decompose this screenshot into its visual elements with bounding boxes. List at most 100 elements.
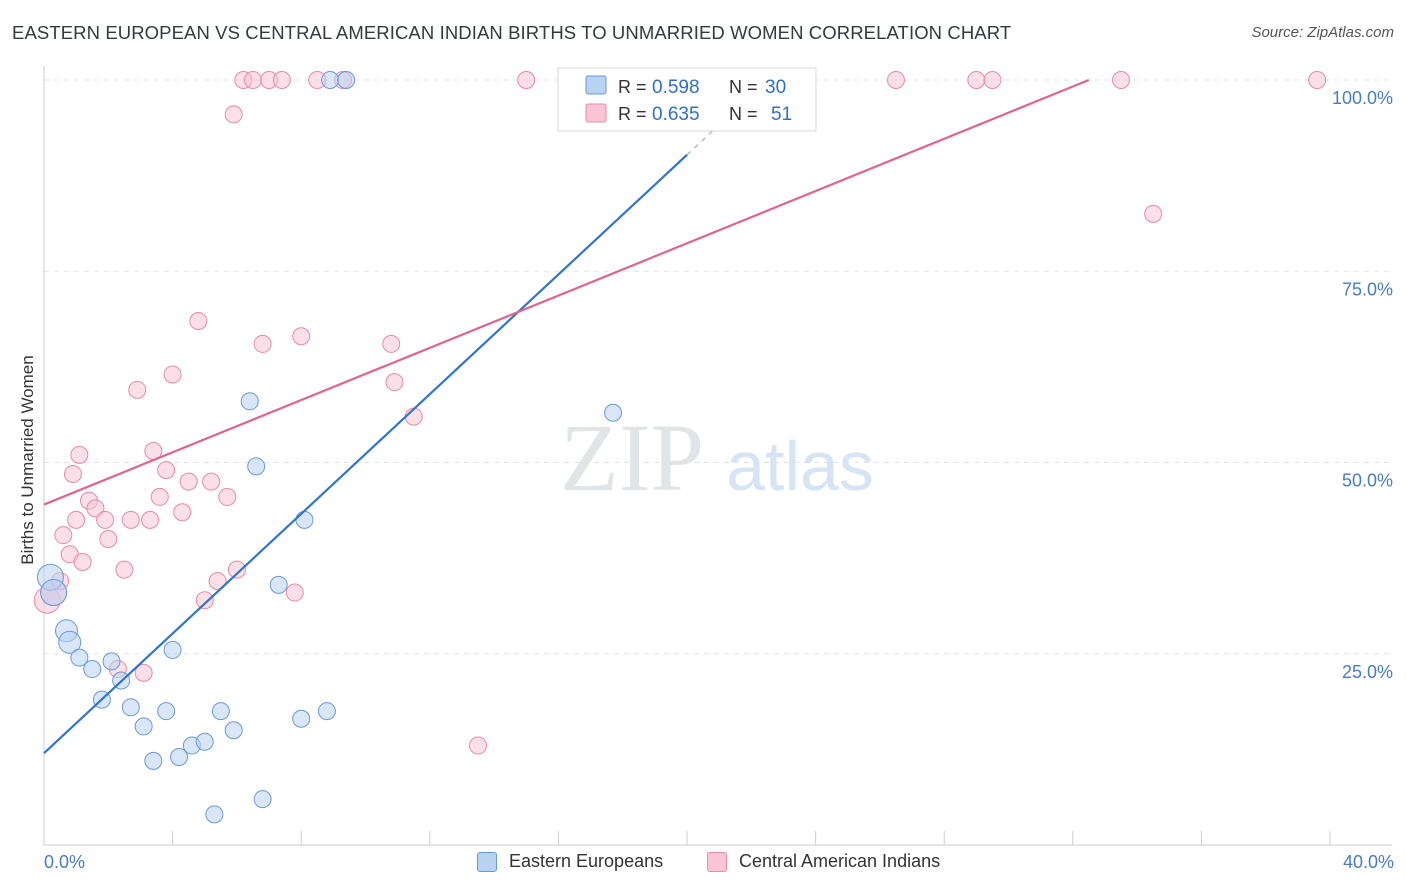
cai-point bbox=[70, 445, 89, 464]
cai-point bbox=[404, 407, 423, 426]
cai-point bbox=[292, 327, 311, 346]
cai-point bbox=[54, 526, 73, 545]
cai-point bbox=[1308, 71, 1327, 89]
cai-point bbox=[886, 71, 905, 89]
cai-point bbox=[224, 105, 243, 124]
legend-swatch-pink bbox=[585, 103, 607, 123]
legend-swatch-central-american-indians bbox=[707, 851, 727, 872]
x-tick-label-min: 0.0% bbox=[44, 852, 86, 872]
ee-point bbox=[604, 403, 623, 422]
eastern-europeans-points bbox=[36, 71, 623, 824]
cai-point bbox=[218, 487, 237, 506]
cai-point bbox=[150, 487, 169, 506]
ee-point bbox=[321, 71, 340, 89]
ee-point bbox=[195, 732, 214, 751]
ee-point bbox=[269, 575, 288, 594]
cai-point bbox=[67, 510, 86, 529]
cai-point bbox=[517, 71, 536, 89]
cai-point bbox=[163, 365, 182, 384]
legend-r-label-2: R = bbox=[618, 104, 647, 124]
cai-point bbox=[385, 373, 404, 392]
legend-item-eastern-europeans[interactable]: Eastern Europeans bbox=[477, 851, 663, 872]
legend-swatch-eastern-europeans bbox=[477, 851, 497, 872]
x-tick-label-max: 40.0% bbox=[1342, 852, 1394, 872]
watermark: ZIP atlas bbox=[560, 404, 874, 511]
cai-point bbox=[99, 530, 118, 548]
ee-point bbox=[247, 457, 266, 476]
ee-point bbox=[134, 717, 153, 736]
y-tick-label: 100.0% bbox=[1332, 88, 1393, 108]
ee-point bbox=[253, 790, 272, 809]
ee-point bbox=[163, 640, 182, 659]
correlation-legend: R = 0.598 N = 30 R = 0.635 N = 51 bbox=[557, 67, 817, 132]
ee-point bbox=[83, 660, 102, 679]
legend-n-value-1: 30 bbox=[765, 77, 786, 98]
legend-n-label-2: N = bbox=[729, 104, 758, 124]
chart-title: EASTERN EUROPEAN VS CENTRAL AMERICAN IND… bbox=[12, 22, 1012, 43]
legend-label-central-american-indians: Central American Indians bbox=[739, 851, 941, 871]
cai-point bbox=[202, 472, 221, 491]
legend-item-central-american-indians[interactable]: Central American Indians bbox=[707, 851, 940, 872]
cai-point bbox=[121, 510, 140, 529]
ee-point bbox=[317, 702, 336, 721]
watermark-atlas: atlas bbox=[726, 427, 874, 505]
cai-point bbox=[96, 510, 115, 529]
cai-point bbox=[128, 380, 147, 399]
cai-point bbox=[1112, 71, 1131, 89]
y-tick-labels: 25.0% 50.0% 75.0% 100.0% bbox=[1332, 88, 1393, 682]
cai-point bbox=[382, 334, 401, 353]
cai-point bbox=[469, 736, 488, 755]
ee-point bbox=[70, 648, 89, 667]
source-credit: Source: ZipAtlas.com bbox=[1251, 24, 1394, 41]
cai-point bbox=[227, 560, 246, 579]
cai-point bbox=[179, 472, 198, 491]
ee-point bbox=[295, 510, 314, 529]
cai-point bbox=[285, 583, 304, 602]
cai-point bbox=[253, 334, 272, 353]
cai-point bbox=[141, 510, 160, 529]
legend-r-value-2: 0.635 bbox=[652, 104, 700, 125]
ee-point bbox=[58, 630, 82, 654]
cai-point bbox=[983, 71, 1002, 89]
cai-point bbox=[208, 572, 227, 591]
ee-point bbox=[40, 579, 68, 607]
eastern-europeans-trend-line bbox=[43, 153, 688, 755]
cai-point bbox=[967, 71, 986, 89]
ee-point bbox=[205, 805, 224, 824]
legend-swatch-blue bbox=[585, 75, 607, 95]
ee-point bbox=[211, 702, 230, 721]
ee-point bbox=[144, 751, 163, 770]
cai-point bbox=[86, 499, 105, 518]
ee-point bbox=[121, 698, 140, 717]
ee-point bbox=[292, 709, 311, 728]
ee-point bbox=[337, 71, 356, 89]
y-tick-label: 25.0% bbox=[1342, 662, 1393, 682]
cai-point bbox=[243, 71, 262, 89]
y-tick-label: 50.0% bbox=[1342, 471, 1393, 491]
ee-point bbox=[102, 652, 121, 671]
grid-lines bbox=[44, 79, 1392, 655]
ee-point bbox=[170, 748, 189, 767]
legend-n-label-1: N = bbox=[729, 77, 758, 97]
cai-point bbox=[134, 663, 153, 682]
cai-point bbox=[189, 311, 208, 330]
cai-point bbox=[157, 461, 176, 480]
cai-point bbox=[73, 552, 92, 571]
ee-point bbox=[157, 702, 176, 721]
cai-point bbox=[173, 503, 192, 522]
legend-label-eastern-europeans: Eastern Europeans bbox=[509, 851, 664, 871]
ee-point bbox=[240, 392, 259, 411]
axes bbox=[43, 66, 1392, 846]
cai-point bbox=[272, 71, 291, 89]
ee-point bbox=[224, 721, 243, 740]
legend-n-value-2: 51 bbox=[771, 104, 792, 125]
cai-point bbox=[1144, 204, 1163, 223]
watermark-zip: ZIP bbox=[560, 404, 704, 511]
legend-r-value-1: 0.598 bbox=[652, 77, 700, 98]
legend-r-label-1: R = bbox=[618, 77, 647, 97]
series-legend: Eastern Europeans Central American India… bbox=[0, 851, 1406, 879]
cai-point bbox=[115, 560, 134, 579]
central-american-indians-trend-line bbox=[43, 78, 1090, 506]
y-tick-label: 75.0% bbox=[1342, 279, 1393, 299]
